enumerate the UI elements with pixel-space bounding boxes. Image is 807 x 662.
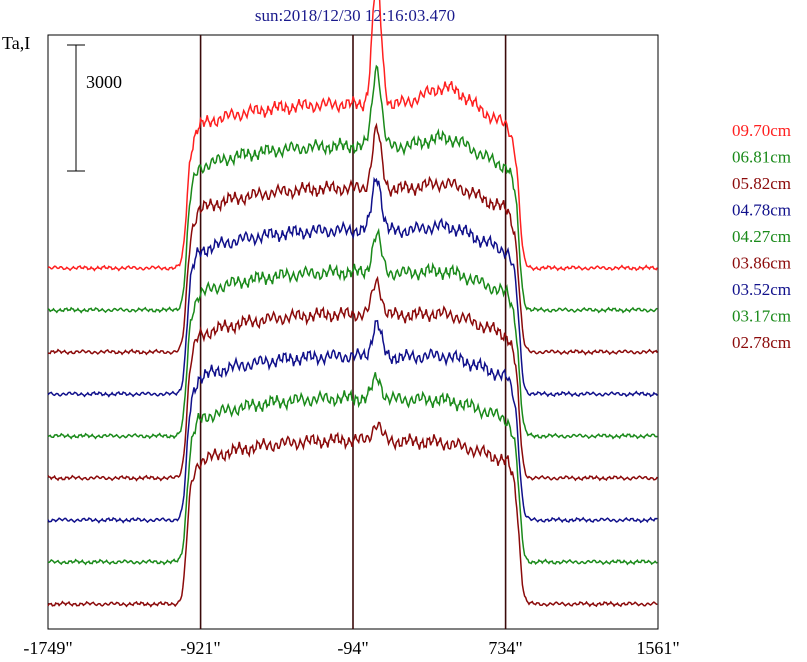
legend-entry: 03.52cm <box>732 280 791 299</box>
series-line-03.52cm <box>47 319 658 524</box>
series-line-04.27cm <box>47 227 658 440</box>
legend-entry: 04.27cm <box>732 227 791 246</box>
scale-bar-label: 3000 <box>86 72 122 92</box>
x-tick-label: 1561" <box>636 638 679 658</box>
x-tick-label: 734" <box>488 638 522 658</box>
series-curves <box>47 0 658 608</box>
legend-entry: 02.78cm <box>732 333 791 352</box>
series-line-04.78cm <box>47 176 658 398</box>
vertical-lines <box>199 35 507 629</box>
legend-entry: 09.70cm <box>732 121 791 140</box>
y-axis-label: Ta,I <box>2 33 30 53</box>
series-line-03.86cm <box>47 275 658 482</box>
legend-entry: 05.82cm <box>732 174 791 193</box>
legend-entry: 03.17cm <box>732 307 791 326</box>
legend-entry: 06.81cm <box>732 148 791 167</box>
series-line-02.78cm <box>47 421 658 608</box>
x-tick-labels: -1749" -921" -94" 734" 1561" <box>23 638 679 658</box>
chart-title: sun:2018/12/30 12:16:03.470 <box>255 6 455 25</box>
x-tick-label: -1749" <box>23 638 72 658</box>
series-line-05.82cm <box>47 122 658 356</box>
x-tick-label: -921" <box>180 638 220 658</box>
series-line-03.17cm <box>47 372 658 566</box>
series-line-09.70cm <box>47 0 658 272</box>
legend-entry: 03.86cm <box>732 254 791 273</box>
x-tick-label: -94" <box>337 638 368 658</box>
legend-entry: 04.78cm <box>732 201 791 220</box>
scale-bar <box>67 44 85 172</box>
series-line-06.81cm <box>47 64 658 314</box>
legend: 09.70cm 06.81cm 05.82cm 04.78cm 04.27cm 03.86… <box>732 121 791 352</box>
